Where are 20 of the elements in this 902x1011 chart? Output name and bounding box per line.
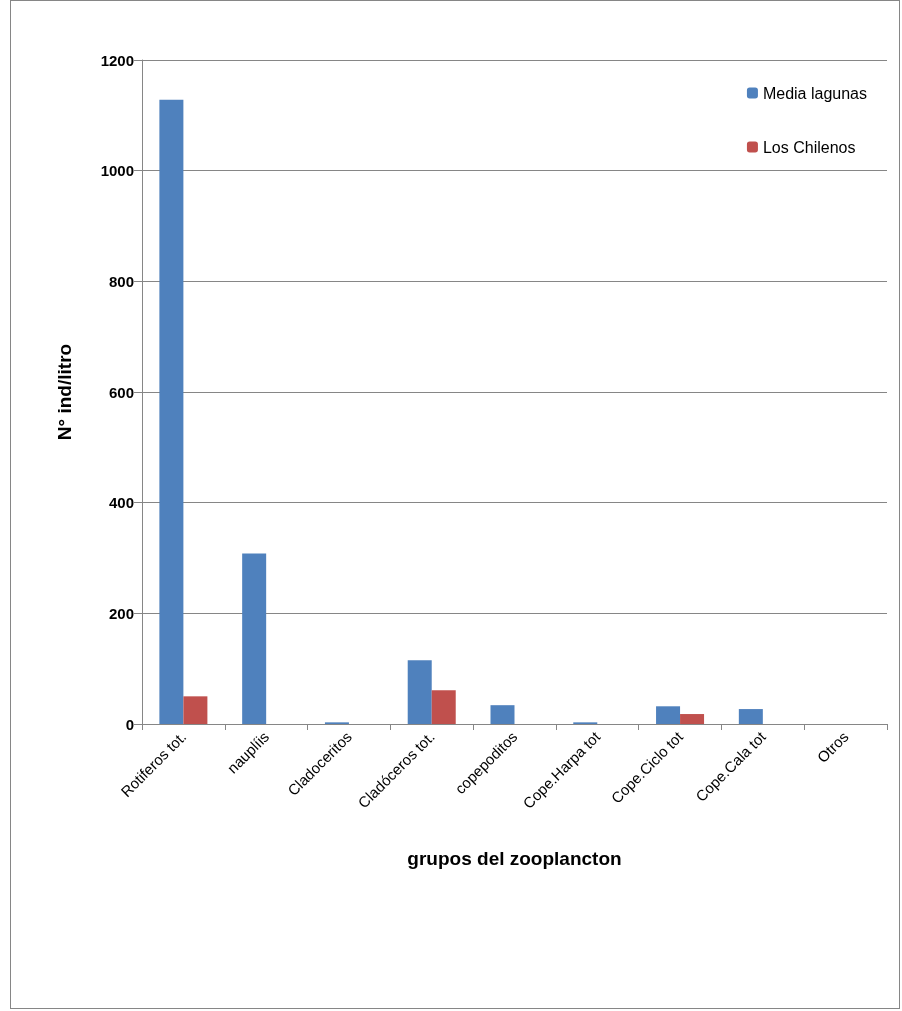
- bar: [738, 709, 763, 724]
- legend-label: Media lagunas: [762, 84, 868, 102]
- bar: [183, 696, 208, 724]
- y-tick-label: 600: [108, 383, 134, 401]
- y-tick-label: 1200: [100, 51, 134, 69]
- bar: [490, 705, 515, 724]
- x-axis-title: grupos del zooplancton: [407, 848, 622, 869]
- y-axis-title: N° ind/litro: [54, 343, 75, 441]
- y-tick-label: 0: [125, 715, 134, 733]
- y-tick-label: 800: [108, 272, 134, 290]
- bar: [656, 706, 681, 724]
- bar: [431, 690, 456, 724]
- y-tick-label: 400: [108, 494, 134, 512]
- bar: [242, 553, 267, 724]
- y-tick-label: 200: [108, 604, 134, 622]
- legend-label: Los Chilenos: [762, 138, 856, 156]
- bar: [159, 99, 184, 724]
- bar: [680, 714, 705, 724]
- bar: [407, 660, 432, 724]
- y-tick-label: 1000: [100, 162, 134, 180]
